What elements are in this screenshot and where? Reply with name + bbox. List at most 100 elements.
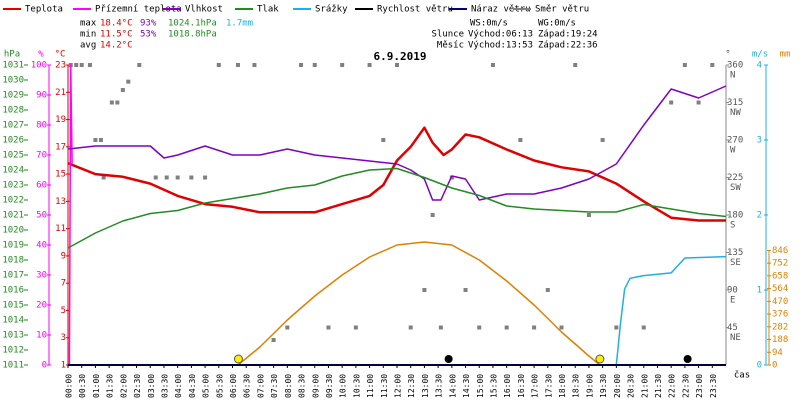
moonset-icon	[683, 355, 692, 363]
direction-mark	[408, 325, 413, 330]
y-tick-label: 1016	[2, 286, 24, 296]
x-tick-label: 20:30	[627, 374, 636, 398]
y-tick-label: 846	[772, 246, 788, 256]
y-tick-label: 188	[772, 335, 788, 345]
y-tick-label: 50	[36, 211, 47, 221]
y-tick-label: 1	[61, 361, 66, 371]
wind-gust: WG:0m/s	[538, 19, 576, 29]
direction-mark	[74, 63, 79, 67]
y-tick-label: 752	[772, 259, 788, 269]
stat-min: 53%	[140, 30, 157, 40]
direction-mark	[98, 138, 103, 142]
y-tick-label: 1013	[2, 331, 24, 341]
direction-mark	[252, 63, 257, 67]
x-tick-label: 10:30	[352, 374, 361, 398]
y-tick-label: 100	[31, 61, 47, 71]
x-tick-label: 21:30	[654, 374, 663, 398]
dir-tick-label: 360	[727, 61, 743, 71]
y-tick-label: 1018	[2, 256, 24, 266]
stat-min: 1018.8hPa	[168, 30, 217, 40]
dir-tick-sub: SW	[730, 183, 741, 193]
stat-max: 1.7mm	[226, 19, 253, 29]
x-tick-label: 14:00	[448, 374, 457, 398]
y-tick-label: 1020	[2, 226, 24, 236]
x-tick-label: 09:30	[325, 374, 334, 398]
x-tick-label: 17:30	[544, 374, 553, 398]
x-tick-label: 12:00	[394, 374, 403, 398]
direction-mark	[203, 175, 208, 180]
direction-mark	[438, 325, 443, 330]
y-tick-label: 15	[55, 170, 66, 180]
legend-label: Srážky	[315, 5, 348, 15]
stat-avg: 14.2°C	[100, 41, 133, 51]
x-tick-label: 13:30	[435, 374, 444, 398]
x-tick-label: 05:30	[215, 374, 224, 398]
x-tick-label: 07:30	[270, 374, 279, 398]
wind-speed: WS:0m/s	[470, 19, 508, 29]
y-tick-label: 658	[772, 271, 788, 281]
y-tick-label: 1025	[2, 151, 24, 161]
direction-mark	[600, 138, 605, 142]
direction-mark	[271, 338, 276, 342]
y-tick-label: 3	[757, 136, 762, 146]
y-tick-label: 376	[772, 310, 788, 320]
direction-mark	[545, 288, 550, 292]
direction-mark	[477, 325, 482, 330]
x-tick-label: 03:30	[160, 374, 169, 398]
x-tick-label: 04:00	[174, 374, 183, 398]
axis-unit: %	[38, 50, 44, 60]
x-tick-label: 14:30	[462, 374, 471, 398]
dir-tick-sub: NW	[730, 108, 741, 118]
x-tick-label: 09:00	[311, 374, 320, 398]
x-axis-unit: čas	[734, 370, 750, 381]
direction-mark	[326, 325, 331, 330]
x-tick-label: 15:30	[489, 374, 498, 398]
direction-mark	[101, 175, 106, 180]
x-tick-label: 01:00	[92, 374, 101, 398]
series-line	[615, 255, 727, 366]
y-tick-label: 1024	[2, 166, 24, 176]
x-tick-label: 04:30	[188, 374, 197, 398]
x-tick-label: 23:00	[695, 374, 704, 398]
legend-label: Tlak	[257, 5, 279, 15]
x-tick-label: 13:00	[421, 374, 430, 398]
direction-mark	[79, 63, 84, 67]
y-tick-label: 1017	[2, 271, 24, 281]
dir-tick-label: 180	[727, 211, 743, 221]
y-tick-label: 17	[55, 142, 66, 152]
x-tick-label: 05:00	[202, 374, 211, 398]
stat-max: 18.4°C	[100, 19, 133, 29]
direction-mark	[532, 325, 537, 330]
y-tick-label: 1	[757, 286, 762, 296]
sunset-icon	[595, 354, 605, 364]
sun-set: Západ:19:24	[538, 30, 598, 40]
direction-mark	[235, 63, 240, 67]
y-tick-label: 0	[42, 361, 47, 371]
direction-mark	[115, 100, 120, 105]
direction-mark	[490, 63, 495, 67]
x-tick-label: 06:30	[243, 374, 252, 398]
y-tick-label: 11	[55, 224, 66, 234]
direction-mark	[641, 325, 646, 330]
direction-mark	[504, 325, 509, 330]
x-tick-label: 06:00	[229, 374, 238, 398]
y-tick-label: 5	[61, 306, 66, 316]
moon-label: Měsíc	[437, 41, 464, 51]
direction-mark	[669, 100, 674, 105]
y-tick-label: 1026	[2, 136, 24, 146]
y-tick-label: 10	[36, 331, 47, 341]
direction-mark	[120, 88, 125, 92]
y-tick-label: 1028	[2, 106, 24, 116]
dir-tick-label: 45	[727, 323, 738, 333]
dir-tick-sub: SE	[730, 258, 741, 268]
legend-label: Směr větru	[535, 5, 589, 15]
legend-label: Teplota	[25, 5, 63, 15]
y-tick-label: 1023	[2, 181, 24, 191]
stat-max: max	[80, 19, 97, 29]
sunrise-icon	[233, 354, 243, 364]
direction-mark	[299, 63, 304, 67]
direction-mark	[422, 288, 427, 292]
x-tick-label: 20:00	[613, 374, 622, 398]
direction-mark	[573, 63, 578, 67]
